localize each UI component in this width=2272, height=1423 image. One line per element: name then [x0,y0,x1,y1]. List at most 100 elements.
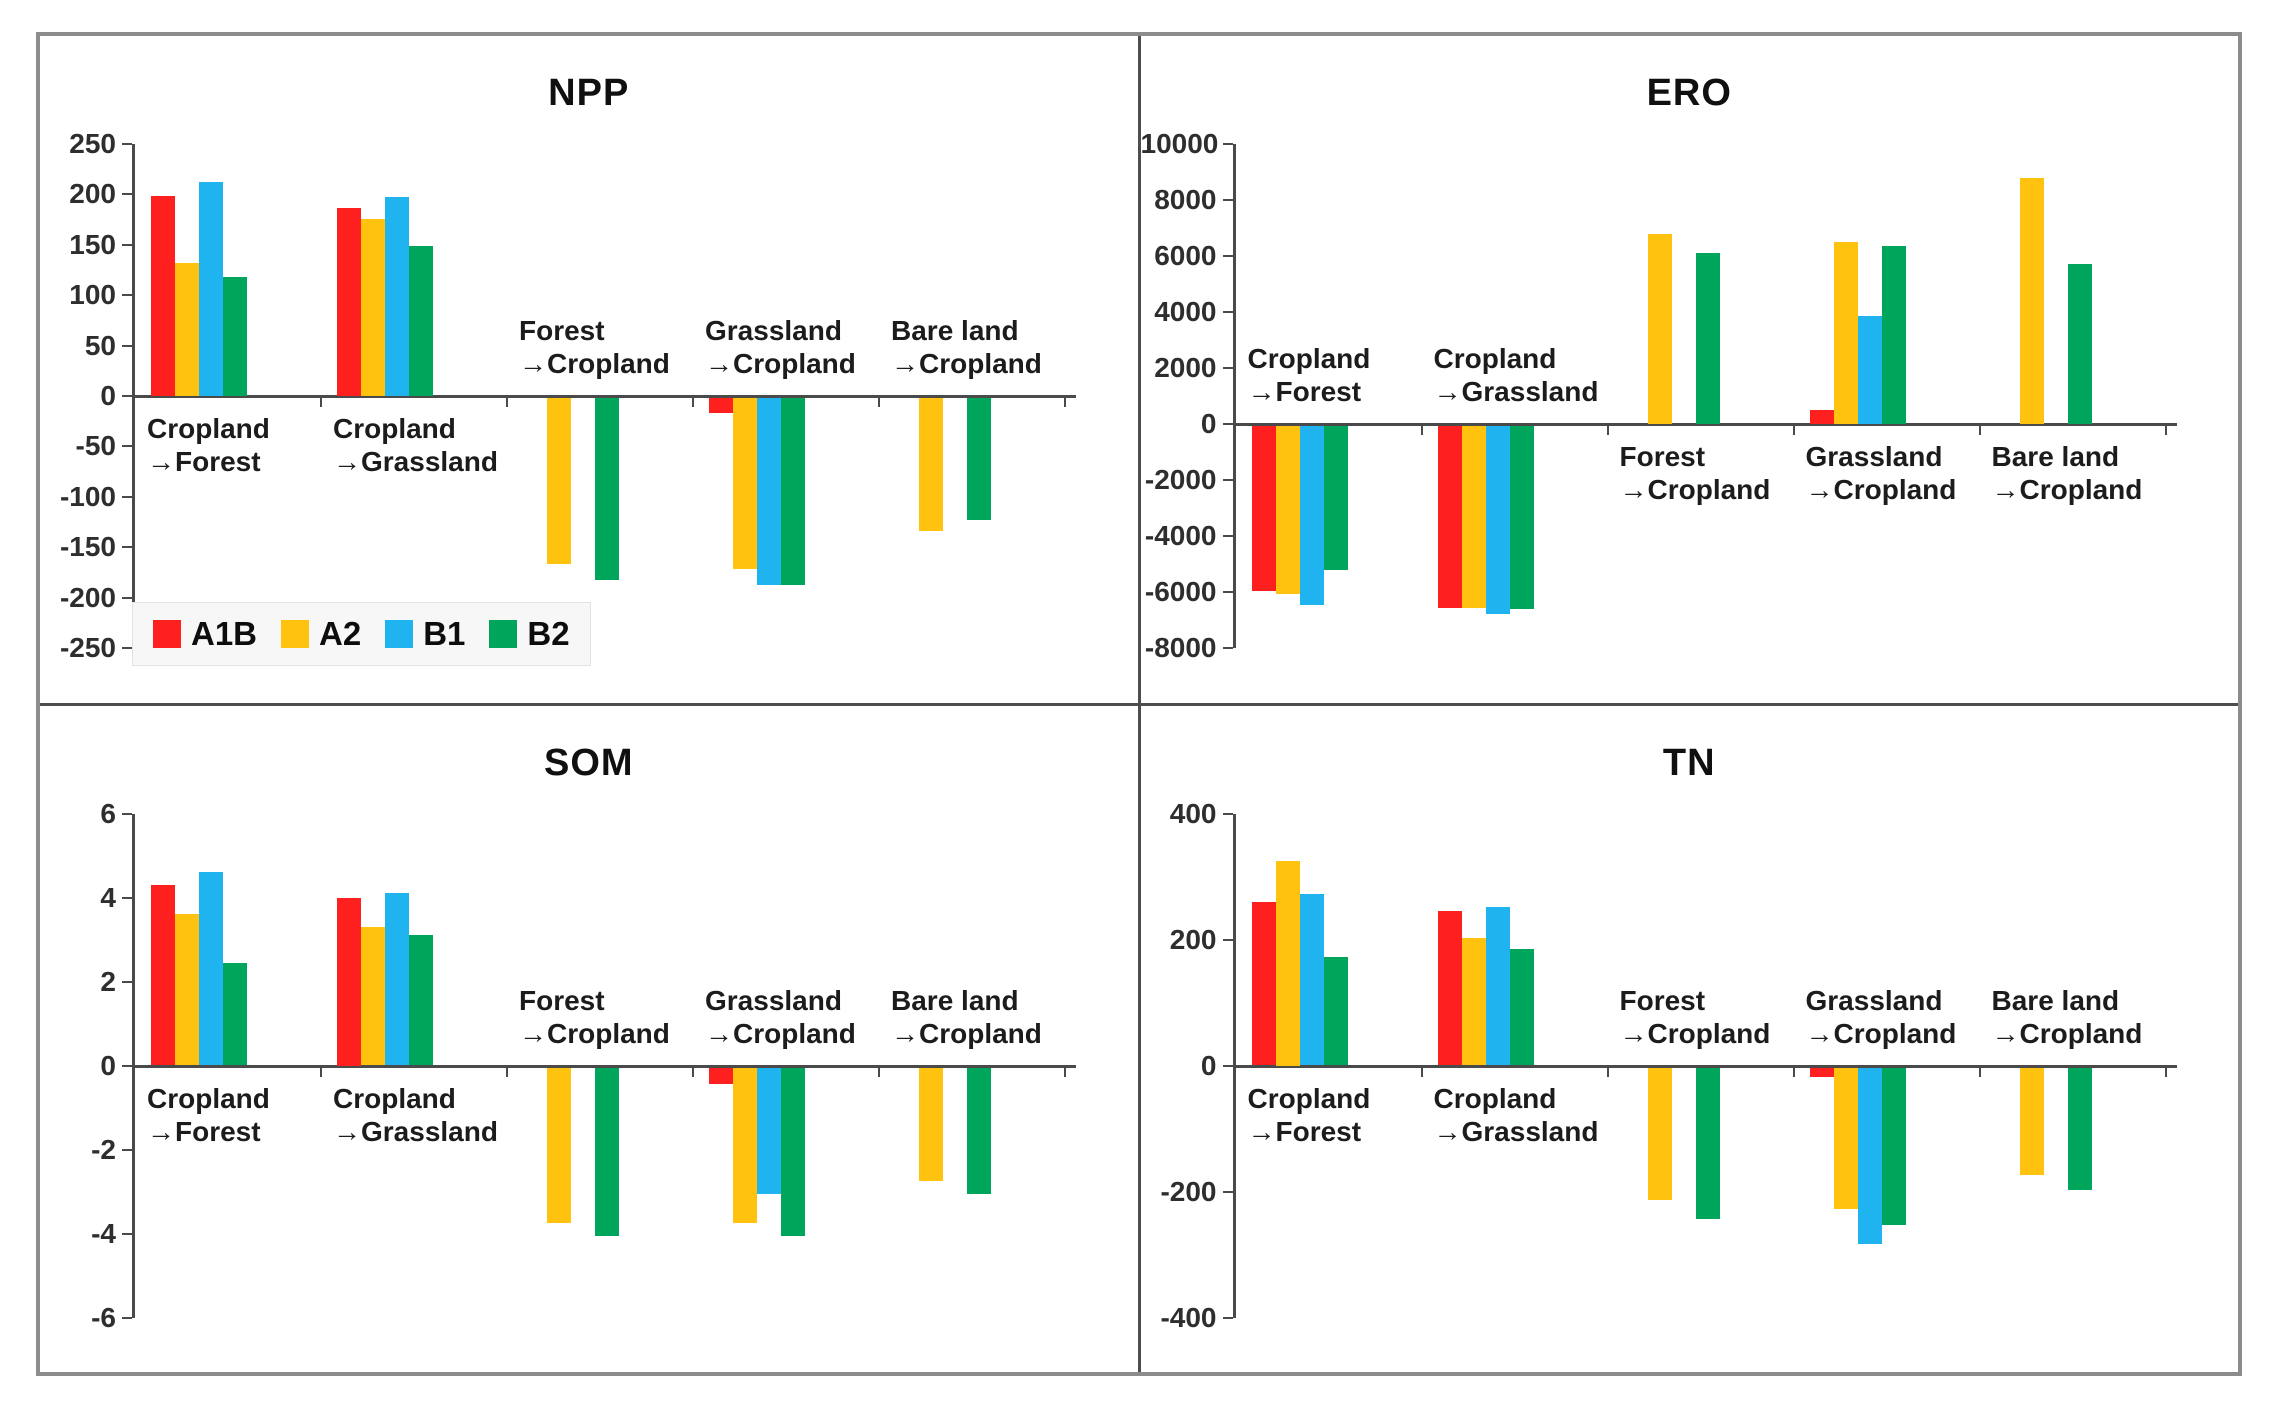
y-tick-label: 250 [69,128,116,159]
y-tick-label: 50 [84,329,116,361]
x-axis [1232,423,2177,426]
bar-b2-2 [595,398,619,581]
y-axis-tick [1222,423,1233,425]
category-label-line: Cropland [333,1082,456,1114]
tn-plot-area: 400 200 0 -200 -400 Cropland →Forest Cropland →G… [1141,706,2239,1373]
bar-b2-1 [409,245,433,396]
category-label-line: Cropland [1247,1082,1371,1114]
y-tick-label: -8000 [1144,632,1217,663]
bar-b1-3 [1857,316,1882,424]
legend-label: A1B [191,615,258,652]
category-label-3: Grassland →Cropland [1806,440,1978,506]
y-tick-label: -2000 [1144,464,1217,495]
y-tick-label: 0 [100,380,116,411]
category-label-2: Forest →Cropland [1620,440,1792,506]
category-label-4: Bare land →Cropland [1992,440,2164,506]
y-axis-tick [1222,255,1233,257]
bar-a2-2 [1647,233,1672,424]
legend-swatch-b2 [489,620,518,648]
category-label-4: Bare land →Cropland [891,984,1063,1050]
x-axis [132,395,1076,398]
bar-a2-2 [547,1067,571,1223]
bar-b1-0 [199,182,223,396]
chart-title-som: SOM [543,741,634,784]
panel-grid: NPP 250 200 150 100 50 0 -50 -100 -150 -200 -250 Cr… [40,36,2238,1372]
bar-b2-1 [1509,426,1534,610]
y-axis-tick [1222,938,1233,941]
bar-a2-1 [1461,426,1486,608]
category-label-0: Cropland →Forest [147,412,319,478]
y-tick-label: 4 [100,881,116,913]
category-label-line: Bare land [891,984,1019,1016]
bar-b2-3 [1881,1067,1906,1225]
category-label-line: Forest [519,315,605,346]
bar-a2-4 [2019,1067,2044,1175]
legend: A1B A2 B1 B2 [132,602,591,666]
y-axis-tick [122,395,132,397]
y-axis-tick [1222,1064,1233,1067]
y-tick-label: -250 [59,632,116,663]
x-axis-tick [1792,426,1795,435]
category-label-line: →Cropland [705,348,856,379]
bar-a1b-3 [709,1067,733,1085]
legend-label: A2 [319,615,362,652]
bar-b1-3 [1857,1067,1882,1244]
category-label-line: →Cropland [891,1017,1042,1049]
y-axis-tick [1222,591,1233,593]
category-label-line: Cropland [147,1082,270,1114]
bar-b1-1 [385,893,409,1066]
category-label-line: →Forest [147,1115,261,1147]
category-label-line: →Cropland [1805,1017,1957,1049]
category-label-line: Cropland [333,413,456,444]
y-tick-label: -6000 [1144,576,1217,607]
category-label-line: →Cropland [891,348,1042,379]
y-axis-tick [122,1316,132,1319]
category-label-1: Cropland →Grassland [333,412,505,478]
legend-label: B2 [527,615,570,652]
legend-item-b1: B1 [385,615,465,653]
category-label-line: →Grassland [1433,1115,1599,1147]
chart-title-ero: ERO [1646,72,1732,114]
category-label-4: Bare land →Cropland [891,314,1063,380]
x-axis-tick [2164,1067,2167,1077]
legend-item-b2: B2 [489,615,570,653]
category-label-line: →Cropland [519,348,670,379]
bar-a2-3 [1833,242,1858,424]
bar-b1-3 [757,398,781,586]
category-label-2: Forest →Cropland [1620,984,1792,1050]
x-axis-tick [1420,1067,1423,1077]
category-label-0: Cropland →Forest [147,1082,319,1148]
x-axis-tick [320,398,322,407]
bar-b2-3 [1881,246,1906,424]
x-axis-tick [320,1067,322,1077]
category-label-1: Cropland →Grassland [1434,1082,1606,1148]
x-axis-tick [506,398,508,407]
category-label-line: →Grassland [333,446,498,477]
y-axis-tick [1222,1316,1233,1319]
y-tick-label: -6 [91,1301,116,1333]
category-label-2: Forest →Cropland [519,314,691,380]
bar-b2-0 [1323,426,1348,571]
category-label-line: →Forest [147,446,261,477]
y-axis-tick [122,896,132,899]
y-tick-label: -4000 [1144,520,1217,551]
bar-a2-4 [919,398,943,532]
y-tick-label: 0 [1200,408,1217,439]
y-tick-label: 200 [69,178,116,210]
legend-item-a2: A2 [281,615,361,653]
bar-a2-3 [733,1067,757,1223]
y-tick-label: -400 [1160,1301,1217,1333]
bar-b1-1 [1485,426,1510,614]
category-label-line: Cropland [147,413,270,444]
bar-a2-1 [361,218,385,396]
category-label-line: →Cropland [519,1017,670,1049]
bar-a2-4 [919,1067,943,1181]
y-axis-tick [1222,311,1233,313]
y-axis-tick [1222,647,1233,649]
category-label-line: →Cropland [705,1017,856,1049]
bar-b2-0 [223,277,247,396]
y-axis-tick [122,647,132,649]
y-axis-tick [1222,1190,1233,1193]
y-axis-tick [122,495,132,498]
y-axis-tick [1222,479,1233,481]
